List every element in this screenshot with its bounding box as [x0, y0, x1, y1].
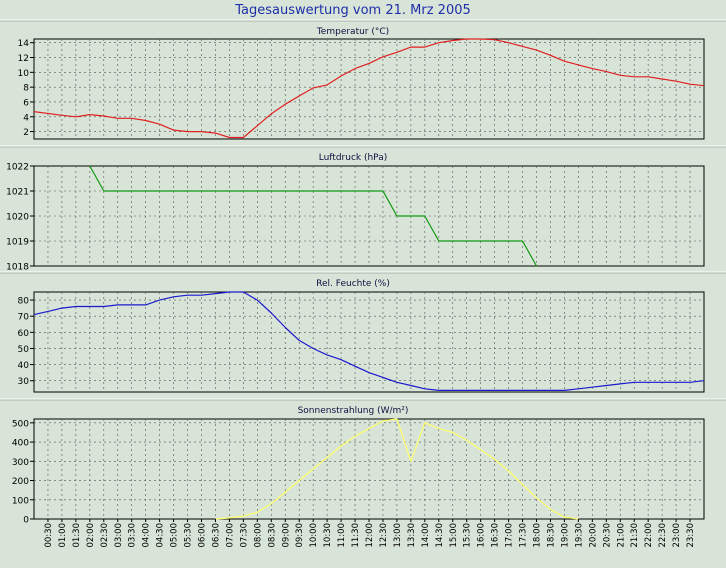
- x-tick-label: 12:30: [379, 523, 389, 548]
- x-tick-label: 16:30: [491, 523, 501, 548]
- y-tick-label: 0: [23, 516, 29, 526]
- x-tick-label: 04:30: [156, 523, 166, 548]
- y-tick-label: 1021: [6, 188, 29, 198]
- x-tick-label: 11:00: [337, 523, 347, 548]
- y-tick-label: 200: [12, 477, 29, 487]
- y-tick-label: 100: [12, 496, 29, 506]
- page-title: Tagesauswertung vom 21. Mrz 2005: [234, 3, 471, 18]
- series-line-3-1: [33, 291, 705, 391]
- x-tick-label: 18:30: [546, 523, 556, 548]
- x-tick-label: 03:00: [114, 523, 124, 548]
- x-tick-label: 19:30: [574, 523, 584, 548]
- panel-2: Luftdruck (hPa) 1018 1019 1020 1021 1022: [0, 145, 726, 273]
- x-tick-label: 10:00: [309, 523, 319, 548]
- x-tick-label: 12:00: [365, 523, 375, 548]
- x-tick-label: 19:00: [560, 523, 570, 548]
- x-tick-label: 21:30: [630, 523, 640, 548]
- x-tick-label: 16:00: [477, 523, 487, 548]
- x-tick-label: 13:00: [393, 523, 403, 548]
- series-line-2-1: [89, 165, 538, 267]
- y-tick-label: 4: [23, 113, 29, 123]
- y-tick-label: 50: [18, 345, 30, 355]
- x-tick-label: 23:00: [672, 523, 682, 548]
- x-tick-label: 06:00: [198, 523, 208, 548]
- x-tick-label: 06:30: [211, 523, 221, 548]
- x-tick-label: 08:00: [253, 523, 263, 548]
- y-tick-label: 12: [18, 54, 29, 64]
- y-tick-label: 400: [12, 439, 29, 449]
- x-tick-label: 13:30: [407, 523, 417, 548]
- x-tick-label: 07:00: [225, 523, 235, 548]
- y-tick-label: 60: [18, 329, 30, 339]
- y-tick-label: 2: [23, 128, 29, 138]
- x-tick-label: 03:30: [128, 523, 138, 548]
- y-tick-label: 1018: [6, 263, 29, 273]
- y-tick-label: 8: [23, 84, 29, 94]
- x-tick-label: 23:30: [686, 523, 696, 548]
- y-tick-label: 14: [18, 39, 30, 49]
- panel-3: Rel. Feuchte (%) 30 40 50 60 70 80: [0, 271, 726, 393]
- panel-1: Temperatur (°C) 2 4 6 8 10 12 14: [0, 19, 726, 140]
- x-tick-label: 05:30: [184, 523, 194, 548]
- y-tick-label: 300: [12, 458, 29, 468]
- x-tick-label: 01:30: [72, 523, 82, 548]
- x-tick-label: 09:00: [281, 523, 291, 548]
- x-tick-label: 21:00: [616, 523, 626, 548]
- x-tick-label: 15:00: [449, 523, 459, 548]
- x-tick-label: 04:00: [142, 523, 152, 548]
- y-tick-label: 80: [18, 297, 30, 307]
- y-tick-label: 500: [12, 419, 29, 429]
- x-tick-label: 01:00: [58, 523, 68, 548]
- x-tick-label: 17:00: [505, 523, 515, 548]
- x-tick-label: 14:30: [435, 523, 445, 548]
- x-axis: 00:30 01:00 01:30 02:00 02:30 03:00 03:30 04:00…: [44, 519, 696, 548]
- x-tick-label: 09:30: [295, 523, 305, 548]
- y-tick-label: 40: [18, 361, 30, 371]
- y-tick-label: 30: [18, 377, 30, 387]
- series-line-4-1: [215, 418, 579, 520]
- x-tick-label: 11:30: [351, 523, 361, 548]
- y-tick-label: 10: [18, 69, 30, 79]
- x-tick-label: 17:30: [519, 523, 529, 548]
- x-tick-label: 00:30: [44, 523, 54, 548]
- panel-title: Temperatur (°C): [316, 27, 389, 37]
- series-line-1-1: [33, 38, 705, 139]
- x-tick-label: 08:30: [267, 523, 277, 548]
- y-tick-label: 1022: [6, 163, 29, 173]
- panel-title: Luftdruck (hPa): [319, 153, 388, 163]
- x-tick-label: 02:30: [100, 523, 110, 548]
- x-tick-label: 10:30: [323, 523, 333, 548]
- y-tick-label: 1020: [6, 213, 29, 223]
- x-tick-label: 22:00: [644, 523, 654, 548]
- y-tick-label: 1019: [6, 238, 29, 248]
- x-tick-label: 15:30: [463, 523, 473, 548]
- y-tick-label: 6: [23, 98, 29, 108]
- y-tick-label: 70: [18, 313, 30, 323]
- x-tick-label: 18:00: [533, 523, 543, 548]
- panel-title: Sonnenstrahlung (W/m²): [298, 406, 409, 416]
- x-tick-label: 07:30: [239, 523, 249, 548]
- x-tick-label: 20:00: [588, 523, 598, 548]
- x-tick-label: 14:00: [421, 523, 431, 548]
- x-tick-label: 22:30: [658, 523, 668, 548]
- panel-4: Sonnenstrahlung (W/m²) 0 100 200 300 400 500: [0, 398, 726, 526]
- x-tick-label: 05:00: [170, 523, 180, 548]
- x-tick-label: 20:30: [602, 523, 612, 548]
- panel-title: Rel. Feuchte (%): [316, 279, 390, 289]
- x-tick-label: 02:00: [86, 523, 96, 548]
